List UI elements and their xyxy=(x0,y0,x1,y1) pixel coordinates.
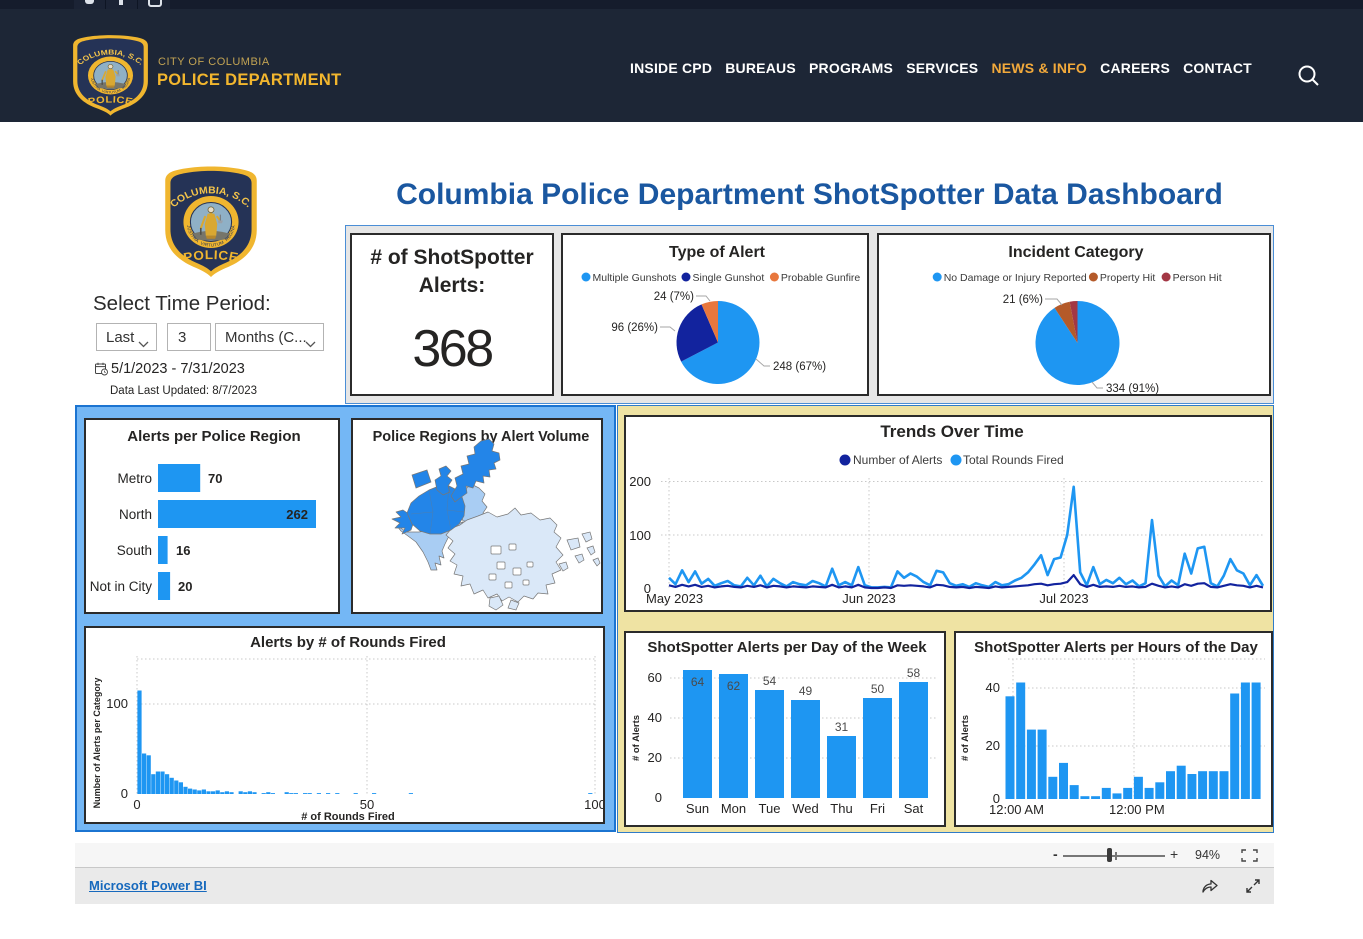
svg-text:Property Hit: Property Hit xyxy=(1100,272,1156,284)
svg-text:50: 50 xyxy=(871,682,885,696)
svg-text:12:00 AM: 12:00 AM xyxy=(989,802,1044,817)
svg-text:100: 100 xyxy=(584,797,603,812)
svg-text:Alerts per Police Region: Alerts per Police Region xyxy=(127,428,300,445)
svg-text:64: 64 xyxy=(691,675,705,689)
svg-text:Jul 2023: Jul 2023 xyxy=(1039,591,1088,606)
svg-text:# of Alerts: # of Alerts xyxy=(631,715,642,761)
svg-text:Tue: Tue xyxy=(759,801,781,816)
svg-text:21 (6%): 21 (6%) xyxy=(1003,294,1043,306)
svg-text:0: 0 xyxy=(644,581,651,596)
svg-text:Fri: Fri xyxy=(870,801,885,816)
svg-text:Metro: Metro xyxy=(117,471,152,486)
svg-text:24 (7%): 24 (7%) xyxy=(654,291,694,303)
svg-text:Jun 2023: Jun 2023 xyxy=(842,591,896,606)
svg-text:Person Hit: Person Hit xyxy=(1173,272,1222,284)
svg-text:Incident Category: Incident Category xyxy=(1008,244,1143,261)
svg-text:Mon: Mon xyxy=(721,801,746,816)
svg-text:Alerts by # of Rounds Fired: Alerts by # of Rounds Fired xyxy=(250,634,446,651)
svg-text:100: 100 xyxy=(106,696,128,711)
svg-text:Type of Alert: Type of Alert xyxy=(669,244,766,261)
svg-text:0: 0 xyxy=(993,791,1000,806)
svg-text:200: 200 xyxy=(629,474,651,489)
svg-text:49: 49 xyxy=(799,684,813,698)
svg-text:54: 54 xyxy=(763,674,777,688)
svg-text:Thu: Thu xyxy=(830,801,852,816)
svg-text:20: 20 xyxy=(648,750,662,765)
svg-text:# of Alerts: # of Alerts xyxy=(960,715,971,761)
svg-text:Multiple Gunshots: Multiple Gunshots xyxy=(593,272,677,284)
svg-text:262: 262 xyxy=(286,507,308,522)
svg-text:31: 31 xyxy=(835,720,849,734)
svg-text:40: 40 xyxy=(986,680,1000,695)
svg-text:Wed: Wed xyxy=(792,801,819,816)
svg-text:ShotSpotter Alerts per Hours o: ShotSpotter Alerts per Hours of the Day xyxy=(974,639,1258,656)
svg-text:Sat: Sat xyxy=(904,801,924,816)
svg-text:POLICE: POLICE xyxy=(182,247,240,264)
svg-text:Probable Gunfire: Probable Gunfire xyxy=(781,272,861,284)
svg-text:# of Rounds Fired: # of Rounds Fired xyxy=(301,811,395,822)
svg-text:334 (91%): 334 (91%) xyxy=(1106,383,1159,394)
svg-text:58: 58 xyxy=(907,666,921,680)
svg-text:96 (26%): 96 (26%) xyxy=(611,322,658,334)
svg-text:60: 60 xyxy=(648,670,662,685)
svg-text:Total Rounds Fired: Total Rounds Fired xyxy=(963,453,1064,467)
svg-text:South: South xyxy=(117,543,152,558)
svg-text:62: 62 xyxy=(727,679,741,693)
svg-text:70: 70 xyxy=(208,471,222,486)
svg-text:Sun: Sun xyxy=(686,801,709,816)
svg-text:Police Regions by Alert Volume: Police Regions by Alert Volume xyxy=(373,429,590,445)
svg-text:12:00 PM: 12:00 PM xyxy=(1109,802,1165,817)
svg-text:40: 40 xyxy=(648,710,662,725)
svg-text:No Damage or Injury Reported: No Damage or Injury Reported xyxy=(944,272,1087,284)
svg-text:Not in City: Not in City xyxy=(90,579,153,594)
svg-text:0: 0 xyxy=(133,797,140,812)
svg-text:20: 20 xyxy=(986,738,1000,753)
svg-text:Trends Over Time: Trends Over Time xyxy=(880,422,1023,441)
svg-text:0: 0 xyxy=(121,786,128,801)
svg-text:100: 100 xyxy=(629,528,651,543)
svg-text:POLICE: POLICE xyxy=(87,95,134,107)
svg-text:248 (67%): 248 (67%) xyxy=(773,361,826,373)
svg-text:North: North xyxy=(119,507,152,522)
svg-text:Single Gunshot: Single Gunshot xyxy=(693,272,765,284)
svg-text:Number of Alerts per Category: Number of Alerts per Category xyxy=(92,678,102,809)
svg-text:ShotSpotter Alerts per Day of: ShotSpotter Alerts per Day of the Week xyxy=(647,639,927,656)
svg-text:50: 50 xyxy=(360,797,374,812)
svg-text:0: 0 xyxy=(655,790,662,805)
svg-text:16: 16 xyxy=(176,543,190,558)
svg-text:20: 20 xyxy=(178,579,192,594)
svg-text:May 2023: May 2023 xyxy=(646,591,703,606)
svg-text:Number of Alerts: Number of Alerts xyxy=(853,453,942,467)
